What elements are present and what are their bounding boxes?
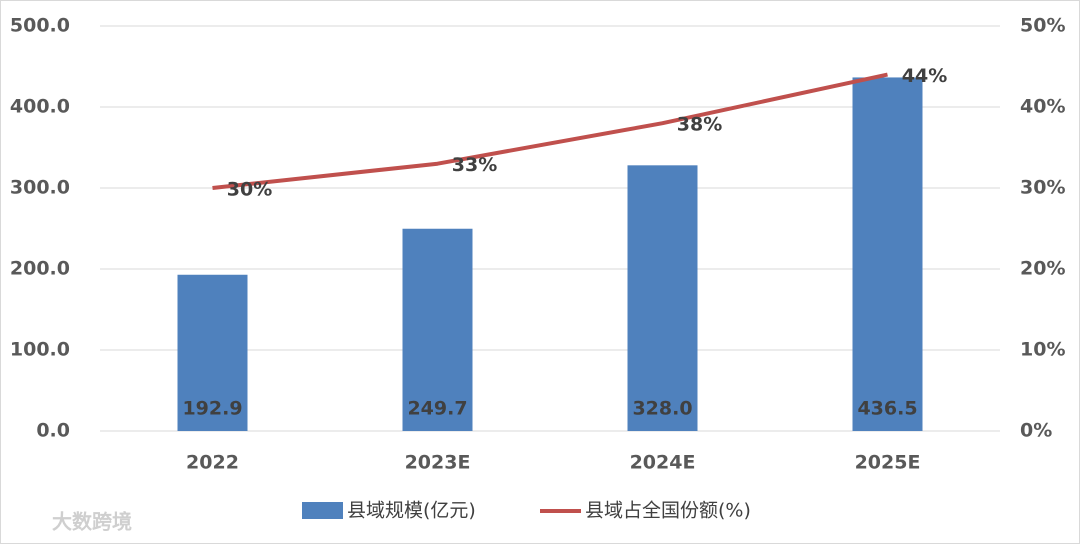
- y2-tick-label: 0%: [1020, 420, 1052, 442]
- bar: [852, 77, 923, 431]
- y-tick-label: 100.0: [10, 339, 70, 361]
- legend-swatch: [302, 502, 343, 519]
- y2-tick-label: 50%: [1020, 15, 1065, 37]
- y-tick-label: 500.0: [10, 15, 70, 37]
- line-value-label: 44%: [902, 65, 947, 87]
- bar: [177, 274, 248, 431]
- bar: [627, 165, 698, 431]
- y2-tick-label: 40%: [1020, 96, 1065, 118]
- bar-value-label: 328.0: [632, 398, 692, 420]
- bar-value-label: 192.9: [182, 398, 242, 420]
- x-tick-label: 2023E: [405, 452, 471, 474]
- legend-label: 县域规模(亿元): [347, 500, 476, 522]
- legend-label: 县域占全国份额(%): [585, 500, 751, 522]
- x-tick-label: 2025E: [855, 452, 921, 474]
- y-tick-label: 0.0: [36, 420, 70, 442]
- line-value-label: 33%: [452, 154, 497, 176]
- bar: [402, 228, 473, 431]
- y-tick-label: 200.0: [10, 258, 70, 280]
- y-tick-label: 400.0: [10, 96, 70, 118]
- line: [212, 72, 888, 190]
- x-tick-label: 2024E: [630, 452, 696, 474]
- y2-tick-label: 20%: [1020, 258, 1065, 280]
- y-tick-label: 300.0: [10, 177, 70, 199]
- watermark: 大数跨境: [52, 510, 132, 534]
- line-value-label: 38%: [677, 114, 722, 136]
- x-tick-label: 2022: [186, 452, 239, 474]
- y2-tick-label: 10%: [1020, 339, 1065, 361]
- y2-tick-label: 30%: [1020, 177, 1065, 199]
- bar-value-label: 436.5: [857, 398, 917, 420]
- line-value-label: 30%: [227, 179, 272, 201]
- bar-value-label: 249.7: [407, 398, 467, 420]
